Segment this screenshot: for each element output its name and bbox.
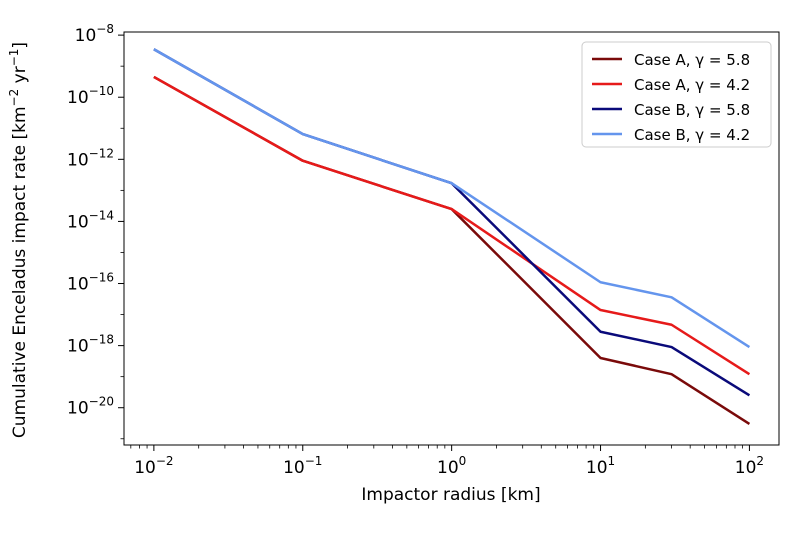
y-axis-ticks: 10−8 10−10 10−12 10−14 10−16 10−18 10−20 <box>67 22 124 440</box>
series-line-3 <box>153 48 751 349</box>
legend-label-case-a-4-2: Case A, γ = 4.2 <box>634 76 750 94</box>
y-tick-label: 10−8 <box>75 22 114 46</box>
x-axis-ticks: 10−2 10−1 100 101 102 <box>130 445 764 478</box>
y-tick-label: 10−16 <box>67 271 114 295</box>
legend-label-case-a-5-8: Case A, γ = 5.8 <box>634 51 750 69</box>
y-axis-label: Cumulative Enceladus impact rate [km−2 y… <box>7 42 30 438</box>
plot-frame <box>123 31 780 446</box>
x-tick-label: 10−1 <box>283 454 322 478</box>
y-tick-label: 10−10 <box>67 84 114 108</box>
legend-label-case-b-5-8: Case B, γ = 5.8 <box>634 101 750 119</box>
x-axis-label: Impactor radius [km] <box>361 485 540 505</box>
x-tick-label: 102 <box>735 454 764 478</box>
series-line-1 <box>153 75 751 376</box>
x-tick-label: 10−2 <box>134 454 173 478</box>
y-tick-label: 10−12 <box>67 146 114 170</box>
y-tick-label: 10−20 <box>67 395 114 419</box>
x-tick-label: 100 <box>437 454 466 478</box>
legend: Case A, γ = 5.8 Case A, γ = 4.2 Case B, … <box>581 41 772 148</box>
x-tick-label: 101 <box>586 454 615 478</box>
series-layer <box>153 48 751 426</box>
legend-box <box>581 41 772 148</box>
y-tick-label: 10−14 <box>67 208 114 232</box>
legend-label-case-b-4-2: Case B, γ = 4.2 <box>634 126 750 144</box>
y-tick-label: 10−18 <box>67 333 114 357</box>
